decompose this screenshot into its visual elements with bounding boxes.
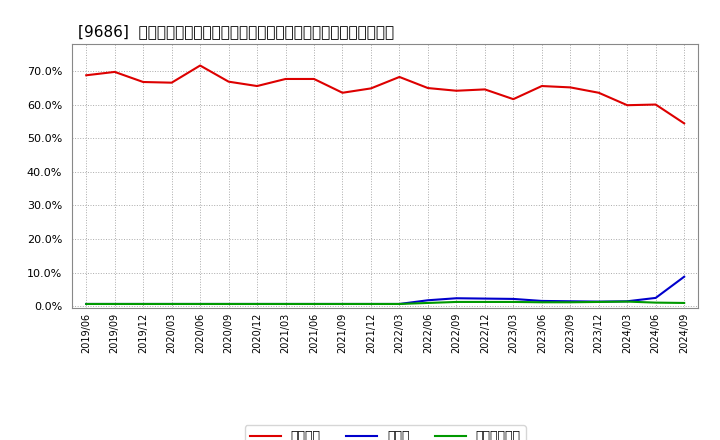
のれん xyxy=(537,298,546,304)
自己資本 xyxy=(110,69,119,74)
のれん xyxy=(480,296,489,301)
Line: 自己資本: 自己資本 xyxy=(86,66,684,123)
自己資本 xyxy=(366,86,375,91)
繰延税金資産 xyxy=(167,301,176,307)
繰延税金資産 xyxy=(423,301,432,306)
繰延税金資産 xyxy=(595,299,603,304)
のれん xyxy=(338,301,347,307)
繰延税金資産 xyxy=(395,301,404,307)
自己資本 xyxy=(196,63,204,68)
のれん xyxy=(680,274,688,279)
のれん xyxy=(623,299,631,304)
繰延税金資産 xyxy=(139,301,148,307)
自己資本 xyxy=(537,84,546,89)
のれん xyxy=(253,301,261,307)
Line: のれん: のれん xyxy=(86,277,684,304)
のれん xyxy=(366,301,375,307)
自己資本 xyxy=(680,121,688,126)
のれん xyxy=(566,299,575,304)
のれん xyxy=(139,301,148,307)
繰延税金資産 xyxy=(480,299,489,304)
繰延税金資産 xyxy=(537,300,546,305)
自己資本 xyxy=(82,73,91,78)
自己資本 xyxy=(452,88,461,93)
繰延税金資産 xyxy=(110,301,119,307)
繰延税金資産 xyxy=(366,301,375,307)
自己資本 xyxy=(253,84,261,89)
繰延税金資産 xyxy=(310,301,318,307)
繰延税金資産 xyxy=(680,301,688,306)
繰延税金資産 xyxy=(225,301,233,307)
のれん xyxy=(82,301,91,307)
Text: [9686]  自己資本、のれん、繰延税金資産の総資産に対する比率の推移: [9686] 自己資本、のれん、繰延税金資産の総資産に対する比率の推移 xyxy=(78,24,395,39)
自己資本 xyxy=(509,96,518,102)
自己資本 xyxy=(480,87,489,92)
のれん xyxy=(423,297,432,303)
自己資本 xyxy=(282,76,290,81)
繰延税金資産 xyxy=(338,301,347,307)
自己資本 xyxy=(595,90,603,95)
繰延税金資産 xyxy=(566,300,575,305)
繰延税金資産 xyxy=(196,301,204,307)
自己資本 xyxy=(225,79,233,84)
自己資本 xyxy=(566,85,575,90)
繰延税金資産 xyxy=(452,299,461,304)
のれん xyxy=(282,301,290,307)
のれん xyxy=(595,299,603,304)
のれん xyxy=(452,296,461,301)
自己資本 xyxy=(395,74,404,80)
のれん xyxy=(395,301,404,307)
自己資本 xyxy=(139,79,148,84)
のれん xyxy=(509,296,518,301)
のれん xyxy=(196,301,204,307)
繰延税金資産 xyxy=(282,301,290,307)
繰延税金資産 xyxy=(82,301,91,307)
のれん xyxy=(652,295,660,301)
繰延税金資産 xyxy=(623,299,631,304)
自己資本 xyxy=(423,85,432,91)
自己資本 xyxy=(310,76,318,81)
自己資本 xyxy=(338,90,347,95)
Legend: 自己資本, のれん, 繰延税金資産: 自己資本, のれん, 繰延税金資産 xyxy=(245,425,526,440)
自己資本 xyxy=(623,103,631,108)
のれん xyxy=(310,301,318,307)
のれん xyxy=(110,301,119,307)
自己資本 xyxy=(652,102,660,107)
繰延税金資産 xyxy=(253,301,261,307)
のれん xyxy=(167,301,176,307)
自己資本 xyxy=(167,80,176,85)
Line: 繰延税金資産: 繰延税金資産 xyxy=(86,301,684,304)
繰延税金資産 xyxy=(652,300,660,305)
のれん xyxy=(225,301,233,307)
繰延税金資産 xyxy=(509,299,518,304)
